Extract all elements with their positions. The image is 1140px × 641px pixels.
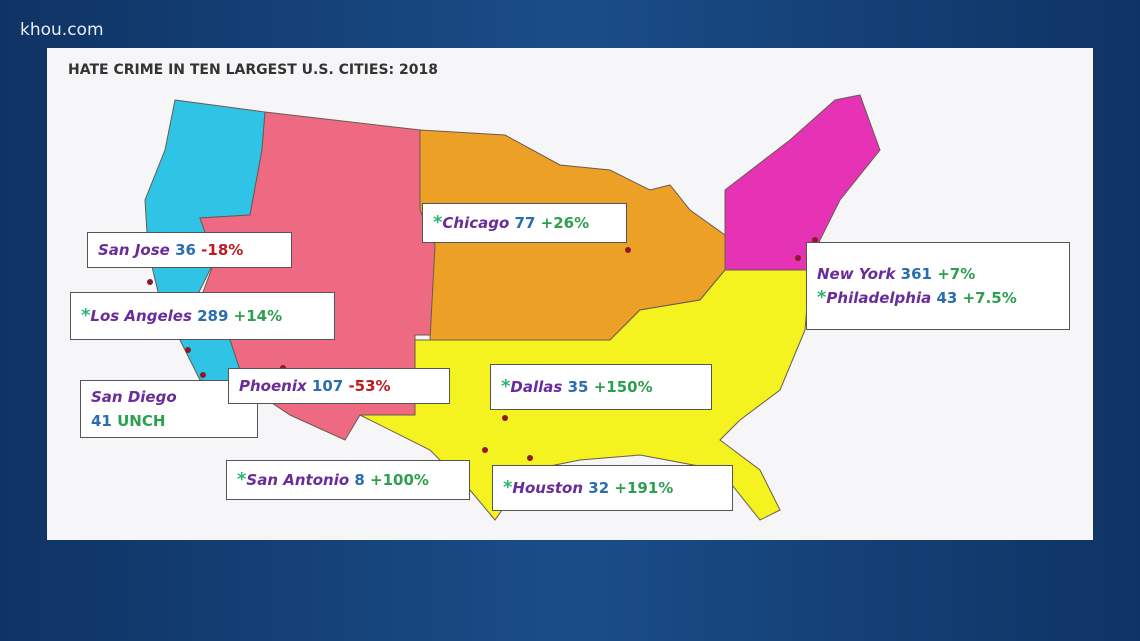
change: +7.5%: [962, 289, 1017, 307]
city-dot: [795, 255, 801, 261]
city-name: New York: [817, 265, 896, 283]
city-dot: [527, 455, 533, 461]
city-dot: [625, 247, 631, 253]
city-line: *Philadelphia 43 +7.5%: [817, 286, 1059, 310]
city-name: Phoenix: [239, 377, 307, 395]
marker: *: [433, 212, 443, 233]
city-box: *San Antonio 8 +100%: [226, 460, 470, 500]
city-line: *San Antonio 8 +100%: [237, 468, 459, 492]
city-dot: [502, 415, 508, 421]
city-line: New York 361 +7%: [817, 262, 1059, 286]
city-dot: [185, 347, 191, 353]
marker: *: [817, 287, 827, 308]
city-name: San Antonio: [246, 471, 350, 489]
marker: *: [501, 376, 511, 397]
change: -53%: [348, 377, 391, 395]
count: 36: [175, 241, 196, 259]
count: 32: [588, 479, 610, 497]
city-dot: [482, 447, 488, 453]
change: +14%: [233, 307, 283, 325]
city-line: San Jose 36 -18%: [98, 238, 281, 262]
city-dot: [200, 372, 206, 378]
change: +100%: [370, 471, 429, 489]
watermark: khou.com: [20, 20, 104, 40]
city-line: *Houston 32 +191%: [503, 476, 722, 500]
change: +26%: [540, 214, 590, 232]
title: HATE CRIME IN TEN LARGEST U.S. CITIES: 2…: [68, 62, 438, 78]
city-name: San Jose: [98, 241, 170, 259]
count: 289: [197, 307, 229, 325]
count: 35: [567, 378, 589, 396]
change: +7%: [937, 265, 976, 283]
change: UNCH: [117, 412, 166, 430]
marker: *: [503, 477, 513, 498]
city-name: Los Angeles: [90, 307, 192, 325]
city-line: San Diego: [91, 385, 247, 409]
city-box: *Chicago 77 +26%: [422, 203, 627, 243]
city-dot: [812, 237, 818, 243]
count: 43: [936, 289, 958, 307]
change: +150%: [593, 378, 653, 396]
city-line: *Dallas 35 +150%: [501, 375, 701, 399]
city-line: *Chicago 77 +26%: [433, 211, 616, 235]
count: 361: [900, 265, 932, 283]
city-box: Phoenix 107 -53%: [228, 368, 450, 404]
city-line: Phoenix 107 -53%: [239, 374, 439, 398]
city-name: San Diego: [91, 388, 177, 406]
city-box: New York 361 +7% *Philadelphia 43 +7.5%: [806, 242, 1070, 330]
city-box: San Jose 36 -18%: [87, 232, 292, 268]
city-name: Dallas: [510, 378, 563, 396]
marker: *: [237, 469, 247, 490]
marker: *: [81, 305, 91, 326]
change: -18%: [201, 241, 244, 259]
change: +191%: [614, 479, 674, 497]
city-line: *Los Angeles 289 +14%: [81, 304, 324, 328]
city-box: *Houston 32 +191%: [492, 465, 733, 511]
city-line: 41 UNCH: [91, 409, 247, 433]
city-name: Houston: [512, 479, 584, 497]
count: 107: [311, 377, 344, 395]
city-name: Chicago: [442, 214, 510, 232]
city-box: *Dallas 35 +150%: [490, 364, 712, 410]
city-name: Philadelphia: [826, 289, 932, 307]
city-box: *Los Angeles 289 +14%: [70, 292, 335, 340]
city-dot: [147, 279, 153, 285]
count: 41: [91, 412, 112, 430]
count: 8: [354, 471, 365, 489]
count: 77: [514, 214, 536, 232]
